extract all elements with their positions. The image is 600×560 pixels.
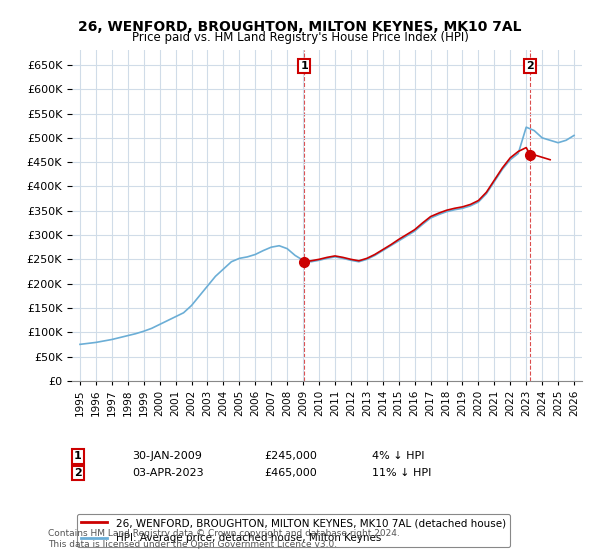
Legend: 26, WENFORD, BROUGHTON, MILTON KEYNES, MK10 7AL (detached house), HPI: Average p: 26, WENFORD, BROUGHTON, MILTON KEYNES, M… [77, 514, 510, 547]
Text: Price paid vs. HM Land Registry's House Price Index (HPI): Price paid vs. HM Land Registry's House … [131, 31, 469, 44]
Text: 03-APR-2023: 03-APR-2023 [132, 468, 203, 478]
Text: 1: 1 [74, 451, 82, 461]
Text: 26, WENFORD, BROUGHTON, MILTON KEYNES, MK10 7AL: 26, WENFORD, BROUGHTON, MILTON KEYNES, M… [78, 20, 522, 34]
Text: 2: 2 [526, 61, 534, 71]
Text: £245,000: £245,000 [264, 451, 317, 461]
Text: 11% ↓ HPI: 11% ↓ HPI [372, 468, 431, 478]
Text: 4% ↓ HPI: 4% ↓ HPI [372, 451, 425, 461]
Text: Contains HM Land Registry data © Crown copyright and database right 2024.
This d: Contains HM Land Registry data © Crown c… [48, 529, 400, 549]
Text: £465,000: £465,000 [264, 468, 317, 478]
Text: 30-JAN-2009: 30-JAN-2009 [132, 451, 202, 461]
Text: 1: 1 [301, 61, 308, 71]
Text: 2: 2 [74, 468, 82, 478]
